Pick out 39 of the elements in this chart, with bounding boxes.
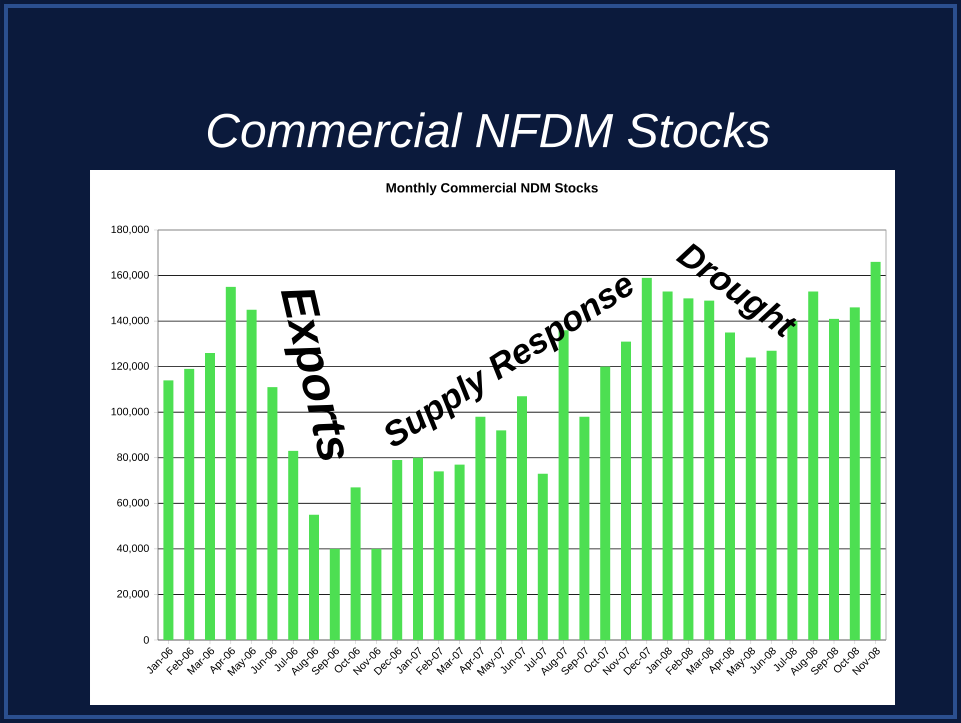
chart-title: Commercial NFDM Stocks xyxy=(208,112,770,148)
bar xyxy=(392,460,402,640)
bar xyxy=(184,368,194,640)
bar xyxy=(766,350,777,640)
y-tick-label: 180,000 xyxy=(112,226,149,234)
bar xyxy=(829,318,840,640)
bar xyxy=(496,430,506,640)
y-tick-label: 0 xyxy=(144,636,149,644)
bar xyxy=(246,310,257,640)
y-tick-label: 100,000 xyxy=(112,408,149,417)
bar xyxy=(642,278,652,640)
bar xyxy=(517,396,528,640)
y-tick-label: 40,000 xyxy=(116,544,149,554)
bar xyxy=(808,291,818,640)
bar xyxy=(662,291,673,640)
y-tick-label: 20,000 xyxy=(117,590,149,599)
bar xyxy=(267,387,278,640)
annotation: Exports xyxy=(280,290,345,460)
y-tick-label: 160,000 xyxy=(112,271,149,280)
bar xyxy=(850,307,860,640)
bar xyxy=(538,474,548,640)
bar xyxy=(205,352,216,640)
y-tick-label: 80,000 xyxy=(117,453,149,462)
bar xyxy=(434,471,444,640)
bar xyxy=(746,358,756,640)
bar xyxy=(454,464,465,640)
y-tick-label: 140,000 xyxy=(112,316,149,326)
bar xyxy=(579,416,590,640)
chart-subtitle: Monthly Commercial NDM Stocks xyxy=(386,182,598,196)
bar xyxy=(371,548,382,640)
bar xyxy=(309,514,320,640)
bar xyxy=(163,380,174,640)
bar xyxy=(226,286,236,640)
bar xyxy=(350,487,361,640)
bar xyxy=(870,262,881,640)
bar xyxy=(330,548,340,640)
y-tick-label: 120,000 xyxy=(112,362,149,372)
bar xyxy=(413,458,424,640)
y-tick-label: 60,000 xyxy=(117,498,149,508)
